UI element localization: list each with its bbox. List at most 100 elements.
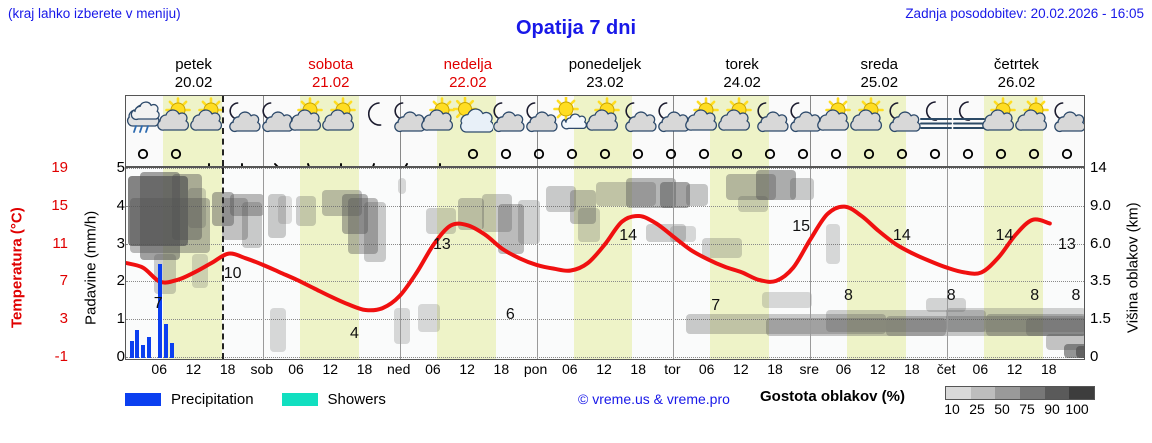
time-tick-label: 12 xyxy=(733,361,749,377)
wind-calm-icon xyxy=(816,140,856,166)
time-tick-label: 12 xyxy=(1006,361,1023,377)
density-tick-label: 75 xyxy=(1019,401,1035,417)
temperature-value-label: 13 xyxy=(1057,236,1076,254)
sun-cloud-icon xyxy=(981,97,1021,139)
time-tick-label: 18 xyxy=(904,361,920,377)
temperature-value-label: 15 xyxy=(792,217,811,235)
temperature-value-label: 7 xyxy=(711,296,721,314)
time-tick-label: 12 xyxy=(459,361,475,377)
wind-calm-icon xyxy=(126,140,163,166)
sun-cloud-icon xyxy=(585,97,625,139)
time-tick-label: tor xyxy=(664,361,681,377)
precipitation-legend-label: Precipitation xyxy=(171,390,254,408)
day-date: 22.02 xyxy=(449,74,487,91)
density-swatch xyxy=(1020,387,1045,399)
day-name: ponedeljek xyxy=(568,56,642,73)
density-swatch xyxy=(1069,387,1095,399)
time-tick-label: 06 xyxy=(151,361,167,377)
day-date: 21.02 xyxy=(311,74,350,91)
day-header-3: nedelja 22.02 xyxy=(399,56,536,94)
time-tick-label: čet xyxy=(936,361,956,377)
day-header-4: ponedeljek 23.02 xyxy=(536,56,673,94)
precipitation-bar xyxy=(135,329,140,358)
day-date: 20.02 xyxy=(174,74,213,91)
cloud-density-title: Gostota oblakov (%) xyxy=(760,388,906,405)
gridline-vertical xyxy=(399,168,401,359)
page-title: Opatija 7 dni xyxy=(515,17,637,39)
day-separator xyxy=(262,96,264,166)
time-tick-label: 06 xyxy=(698,361,715,377)
day-name: nedelja xyxy=(443,56,493,73)
time-tick-label: 18 xyxy=(630,361,646,377)
time-tick-label: 12 xyxy=(596,361,612,377)
copyright-link[interactable]: © vreme.us & vreme.pro xyxy=(578,391,730,407)
sun-cloud-icon xyxy=(321,97,361,139)
cloud-density-raster xyxy=(128,170,1084,358)
gridline-horizontal xyxy=(126,281,1084,282)
time-tick-label: 18 xyxy=(356,361,373,377)
sun-cloud-icon xyxy=(1014,97,1054,139)
wind-calm-icon xyxy=(519,140,559,166)
temperature-value-label: 14 xyxy=(619,227,637,244)
day-separator xyxy=(947,96,949,166)
time-tick-label: 06 xyxy=(561,361,578,377)
precipitation-tick-label: 1 xyxy=(116,310,125,327)
series-legend: Precipitation Showers xyxy=(125,388,386,410)
precipitation-tick-label: 0 xyxy=(116,348,125,365)
wind-calm-icon xyxy=(453,140,493,166)
day-header-row: petek 20.02 sobota 21.02 nedelja 22.02 ponedel… xyxy=(125,56,1085,94)
wind-calm-icon xyxy=(486,140,526,166)
showers-legend-label: Showers xyxy=(327,390,386,408)
day-header-2: sobota 21.02 xyxy=(262,56,399,94)
time-tick-label: 18 xyxy=(767,361,783,377)
sun-cloud-small-icon xyxy=(552,97,592,139)
cloud-height-tick-label: 9.0 xyxy=(1090,197,1111,214)
temperature-value-label: 8 xyxy=(946,287,956,305)
time-tick-label: pon xyxy=(523,361,548,377)
density-tick-label: 10 xyxy=(944,401,960,417)
temperature-tick-label: -1 xyxy=(54,348,68,365)
moon-cloud-icon xyxy=(882,97,922,139)
cloud-rain-icon xyxy=(126,97,163,139)
temperature-curve xyxy=(126,204,1052,313)
day-header-6: sreda 25.02 xyxy=(811,56,948,94)
time-tick-label: sob xyxy=(250,361,274,377)
time-tick-label: 06 xyxy=(288,361,304,377)
wind-calm-icon xyxy=(750,140,790,166)
current-time-marker xyxy=(221,96,224,166)
sun-cloud-icon xyxy=(849,97,889,139)
temperature-value-label: 8 xyxy=(1030,287,1040,305)
forecast-plot: 7 10 4 13 6 14 7 15 8 14 8 14 8 13 8 xyxy=(125,167,1085,360)
moon-icon xyxy=(354,97,394,139)
density-tick-label: 25 xyxy=(969,401,985,417)
wind-calm-icon xyxy=(651,140,691,166)
gridline-horizontal xyxy=(126,206,1084,207)
temperature-value-label: 4 xyxy=(349,325,359,342)
daylight-band xyxy=(299,168,359,359)
temperature-value-label: 14 xyxy=(995,227,1014,244)
precipitation-tick-label: 3 xyxy=(116,235,125,252)
wind-calm-icon xyxy=(981,140,1021,166)
time-tick-label: 12 xyxy=(185,361,202,377)
temperature-tick-label: 11 xyxy=(52,235,68,252)
temperature-axis-title: Temperatura (°C) xyxy=(8,207,26,328)
wind-calm-icon xyxy=(552,140,592,166)
density-tick-label: 90 xyxy=(1044,401,1060,417)
wind-calm-icon xyxy=(618,140,658,166)
wind-calm-icon xyxy=(849,140,889,166)
temperature-tick-label: 19 xyxy=(51,159,68,176)
cloud-height-axis-ticks: 14 9.0 6.0 3.5 1.5 0 xyxy=(1090,160,1130,364)
day-header-1: petek 20.02 xyxy=(125,56,262,94)
precipitation-tick-label: 2 xyxy=(116,272,125,289)
daylight-band xyxy=(847,168,907,359)
density-swatch xyxy=(1044,387,1070,399)
day-name: četrtek xyxy=(993,56,1039,73)
weather-icon-strip xyxy=(125,95,1085,167)
wind-calm-icon xyxy=(1047,140,1084,166)
day-header-7: četrtek 26.02 xyxy=(948,56,1085,94)
moon-cloud-icon xyxy=(750,97,790,139)
time-tick-label: 06 xyxy=(972,361,989,377)
gridline-horizontal xyxy=(126,319,1084,320)
wind-calm-icon xyxy=(948,140,988,166)
temperature-axis-ticks: 19 15 11 7 3 -1 xyxy=(28,160,68,364)
